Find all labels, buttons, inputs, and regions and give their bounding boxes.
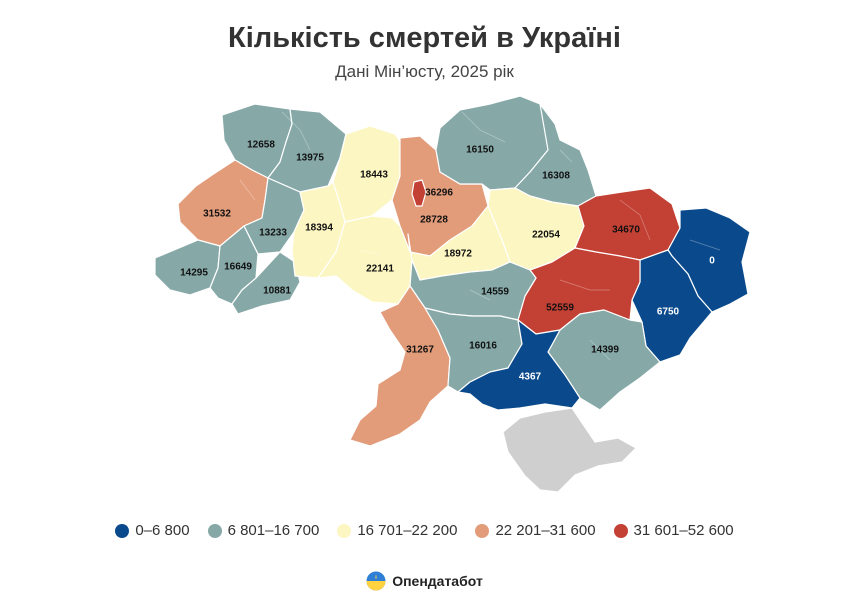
district-boundary [461, 111, 506, 143]
region-value-luhansk: 0 [709, 256, 715, 267]
opendatabot-logo-icon [366, 571, 386, 591]
legend-item-bin-5: 31 601–52 600 [613, 522, 734, 539]
legend-label-bin-5: 31 601–52 600 [633, 522, 734, 539]
page-subtitle: Дані Мін’юсту, 2025 рік [335, 62, 514, 81]
district-boundary [559, 279, 610, 291]
district-boundary [689, 239, 721, 251]
district-boundary [559, 149, 573, 163]
region-crimea [502, 407, 637, 493]
district-boundary [281, 111, 311, 151]
legend-label-bin-3: 16 701–22 200 [357, 522, 458, 539]
region-value-cherkasy: 18972 [444, 249, 472, 260]
region-kyiv-city [411, 179, 427, 207]
region-value-chernivtsi: 10881 [263, 286, 291, 297]
region-value-odesa: 31267 [406, 345, 434, 356]
region-value-vinnytsia: 22141 [366, 264, 394, 275]
legend-swatch-bin-5 [613, 523, 628, 538]
region-value-kherson: 4367 [519, 372, 542, 383]
brand-footer: Опендатабот [0, 571, 849, 591]
map-legend: 0–6 800 6 801–16 700 16 701–22 200 22 20… [0, 522, 849, 539]
region-value-zhytomyr: 18443 [360, 170, 388, 181]
brand-name: Опендатабот [392, 573, 483, 589]
page-title: Кількість смертей в Україні [228, 22, 621, 54]
region-value-kyiv-oblast: 28728 [420, 215, 448, 226]
region-value-chernihiv: 16150 [466, 145, 494, 156]
region-value-ternopil: 13233 [259, 228, 287, 239]
legend-item-bin-3: 16 701–22 200 [337, 522, 457, 539]
region-zhytomyr [332, 125, 406, 223]
district-boundary [239, 179, 256, 201]
legend-item-bin-1: 0–6 800 [115, 522, 190, 539]
district-boundary [469, 289, 491, 301]
legend-swatch-bin-3 [337, 523, 352, 538]
region-value-volyn: 12658 [247, 140, 275, 151]
legend-item-bin-2: 6 801–16 700 [207, 522, 320, 539]
district-boundary [619, 199, 651, 241]
region-value-ivano-frankivsk: 16649 [224, 262, 252, 273]
legend-item-bin-4: 22 201–31 600 [475, 522, 596, 539]
region-kherson [457, 319, 581, 411]
region-value-donetsk: 6750 [657, 307, 680, 318]
legend-swatch-bin-4 [475, 523, 490, 538]
region-value-zakarpattia: 14295 [180, 268, 208, 279]
region-value-lviv: 31532 [203, 209, 231, 220]
legend-swatch-bin-1 [115, 523, 130, 538]
region-value-kharkiv: 34670 [612, 225, 640, 236]
region-value-poltava: 22054 [532, 230, 560, 241]
region-value-kyiv-city: 36296 [425, 188, 453, 199]
region-value-dnipropetrovsk: 52559 [546, 303, 574, 314]
legend-label-bin-4: 22 201–31 600 [495, 522, 596, 539]
district-boundary [359, 249, 381, 256]
region-value-zaporizhzhia: 14399 [591, 345, 619, 356]
legend-swatch-bin-2 [207, 523, 222, 538]
legend-label-bin-2: 6 801–16 700 [227, 522, 320, 539]
district-boundary [589, 339, 611, 361]
legend-label-bin-1: 0–6 800 [135, 522, 190, 539]
region-value-kirovohrad: 14559 [481, 287, 509, 298]
region-value-sumy: 16308 [542, 171, 570, 182]
region-value-khmelnytskyi: 18394 [305, 223, 333, 234]
region-chernivtsi [231, 251, 301, 315]
region-value-rivne: 13975 [296, 153, 324, 164]
region-value-mykolaiv: 16016 [469, 341, 497, 352]
